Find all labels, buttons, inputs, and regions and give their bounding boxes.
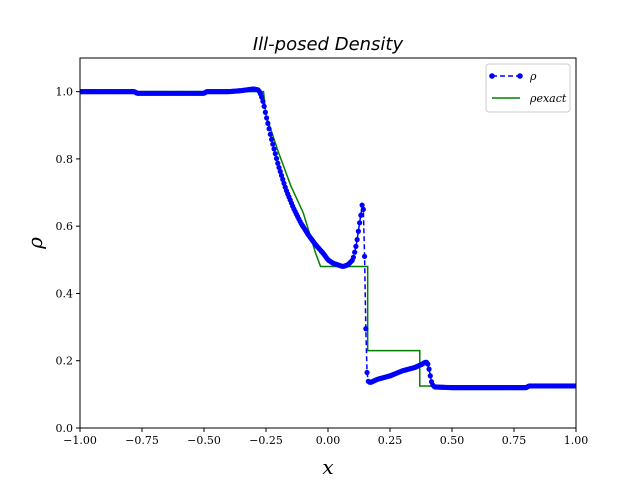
series-rho-point: [273, 155, 280, 162]
legend: ρ ρexact: [485, 63, 571, 113]
series-rho-point: [280, 176, 286, 182]
series-rho-point: [572, 383, 576, 389]
series-rho-point: [352, 249, 358, 255]
series-rho-point: [281, 180, 287, 186]
y-tick-label: 0.4: [56, 287, 74, 300]
y-tick-label: 1.0: [56, 86, 74, 99]
series-rho-exact-line: [80, 90, 576, 387]
series-rho-point: [271, 146, 277, 152]
series-rho-point: [359, 202, 365, 208]
x-tick-label: 0.25: [378, 434, 403, 447]
x-tick-label: 0.50: [440, 434, 465, 447]
x-tick-label: 0.00: [316, 434, 341, 447]
series-rho-point: [364, 369, 370, 376]
series-rho-point: [268, 136, 275, 143]
series-rho-point: [265, 120, 271, 126]
y-axis-label: ρ: [23, 237, 47, 250]
series-rho-point: [264, 115, 270, 121]
y-tick-label: 0.2: [56, 355, 74, 368]
x-tick-label: −0.50: [187, 434, 221, 447]
plot-area: [80, 58, 576, 428]
x-axis: −1.00 −0.75 −0.50 −0.25 0.00 0.25 0.50 0.75 1.00: [63, 428, 588, 447]
x-axis-label: x: [322, 455, 333, 479]
legend-box: [485, 63, 571, 113]
series-rho-point: [267, 131, 273, 137]
x-tick-label: −0.25: [249, 434, 283, 447]
series-rho-point: [425, 361, 431, 367]
legend-rho-exact-label: ρexact: [529, 92, 567, 105]
x-tick-label: 0.75: [502, 434, 527, 447]
series-rho-point: [357, 220, 363, 226]
x-tick-label: −1.00: [63, 434, 97, 447]
series-rho-point: [270, 141, 276, 147]
series-rho-point: [350, 254, 357, 260]
series-rho-point: [260, 98, 266, 104]
legend-rho-marker-left: [489, 73, 495, 79]
series-rho-point: [426, 366, 432, 372]
series-rho-point: [261, 103, 267, 109]
x-tick-label: −0.75: [125, 434, 159, 447]
y-axis: 0.0 0.2 0.4 0.6 0.8 1.0: [56, 86, 80, 435]
series-rho-point: [355, 228, 361, 234]
series-rho-point: [266, 126, 272, 132]
series-rho-point: [277, 168, 283, 175]
series-rho-point: [353, 243, 359, 249]
series-rho-point: [272, 151, 278, 157]
series-rho-point: [276, 164, 282, 171]
series-rho-point: [278, 172, 285, 179]
series-layer: [80, 86, 576, 391]
series-rho-point: [275, 160, 281, 166]
series-rho-point: [262, 109, 268, 115]
series-rho-point: [363, 326, 369, 332]
legend-rho-marker-right: [517, 73, 523, 79]
legend-rho-label: ρ: [529, 70, 537, 83]
series-rho-point: [354, 237, 360, 243]
y-tick-label: 0.0: [56, 422, 74, 435]
series-rho-point: [361, 253, 368, 260]
series-rho-point: [360, 206, 366, 212]
y-tick-label: 0.8: [56, 153, 74, 166]
chart-title: Ill-posed Density: [253, 34, 404, 55]
series-rho-point: [427, 373, 433, 379]
x-tick-label: 1.00: [564, 434, 589, 447]
y-tick-label: 0.6: [56, 220, 74, 233]
series-rho-point: [259, 94, 265, 100]
series-rho-point: [358, 212, 364, 218]
